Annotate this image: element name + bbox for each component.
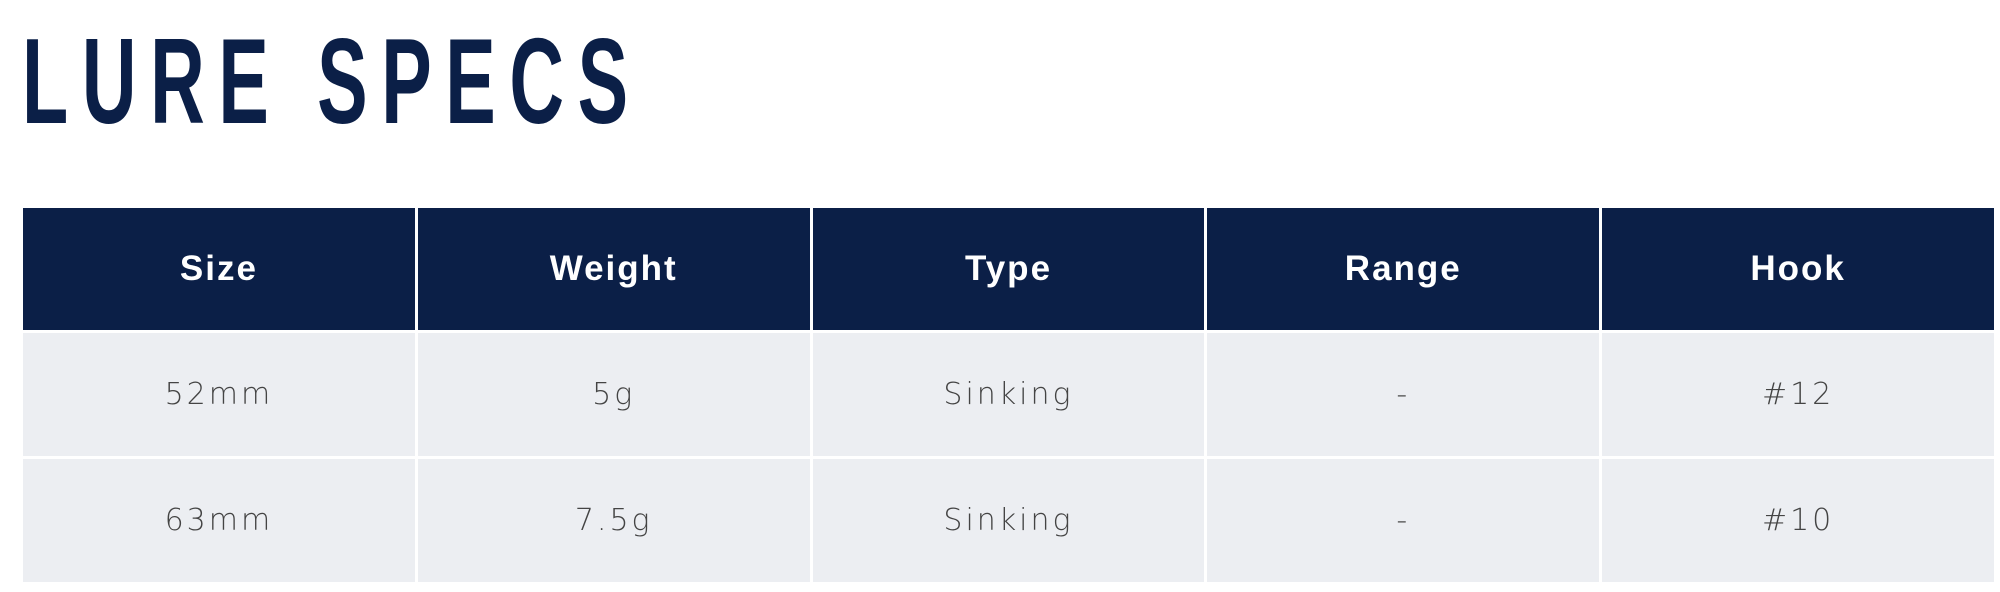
cell-hook: #12: [1602, 333, 1994, 456]
cell-weight: 5g: [417, 333, 810, 456]
page-title: LURE SPECS: [22, 13, 642, 149]
header-range: Range: [1207, 208, 1600, 330]
table-header-row: Size Weight Type Range Hook: [23, 208, 1994, 330]
cell-range: -: [1207, 459, 1600, 582]
header-type: Type: [812, 208, 1205, 330]
header-hook: Hook: [1602, 208, 1994, 330]
cell-size: 63mm: [23, 459, 415, 582]
cell-type: Sinking: [812, 459, 1205, 582]
header-weight: Weight: [417, 208, 810, 330]
table-row: 52mm 5g Sinking - #12: [23, 333, 1994, 456]
cell-type: Sinking: [812, 333, 1205, 456]
specs-table: Size Weight Type Range Hook 52mm 5g Sink…: [20, 205, 1997, 585]
cell-weight: 7.5g: [417, 459, 810, 582]
header-size: Size: [23, 208, 415, 330]
cell-size: 52mm: [23, 333, 415, 456]
cell-hook: #10: [1602, 459, 1994, 582]
table-row: 63mm 7.5g Sinking - #10: [23, 459, 1994, 582]
cell-range: -: [1207, 333, 1600, 456]
